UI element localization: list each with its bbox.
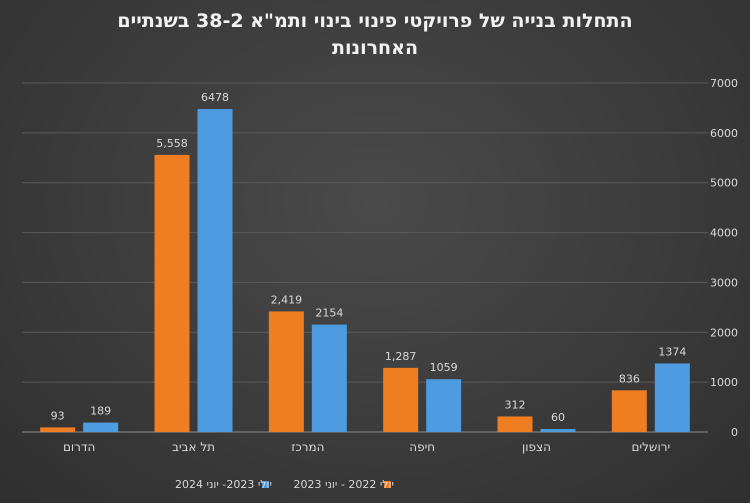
data-label: 6478 [201, 91, 229, 104]
legend-swatch [262, 481, 269, 488]
data-label: 836 [619, 372, 640, 385]
bar [83, 422, 119, 432]
y-tick-label: 1000 [710, 376, 738, 389]
bar [654, 363, 690, 432]
category-label: ירושלים [631, 440, 670, 454]
bar [311, 324, 347, 432]
data-label: 2,419 [271, 293, 303, 306]
legend-entry: יולי 2023- יוני 2024 [175, 478, 272, 491]
y-tick-label: 6000 [710, 127, 738, 140]
bar [154, 154, 190, 433]
category-label: הצפון [522, 440, 551, 454]
data-label: 189 [90, 405, 111, 418]
y-tick-label: 4000 [710, 227, 738, 240]
data-label: 5,558 [156, 137, 188, 150]
data-label: 1,287 [385, 350, 417, 363]
legend-entry: יולי 2022 - יוני 2023 [294, 478, 394, 491]
chart-title-line-1: התחלות בנייה של פרויקטי פינוי בינוי ותמ"… [117, 10, 633, 32]
legend-swatch [384, 481, 391, 488]
data-label: 60 [551, 411, 565, 424]
bar [540, 429, 576, 432]
data-label: 93 [51, 409, 65, 422]
category-label: חיפה [409, 440, 435, 454]
category-label: תל אביב [172, 440, 215, 454]
y-tick-label: 5000 [710, 177, 738, 190]
y-tick-label: 7000 [710, 77, 738, 90]
data-label: 1059 [430, 361, 458, 374]
category-label: המרכז [291, 440, 324, 454]
y-tick-label: 2000 [710, 326, 738, 339]
chart-title-line-2: האחרונות [331, 37, 418, 59]
bar [497, 416, 533, 432]
data-label: 312 [505, 398, 526, 411]
data-label: 1374 [658, 345, 686, 358]
y-tick-label: 3000 [710, 276, 738, 289]
bar [611, 390, 647, 432]
bar [426, 379, 462, 432]
category-label: הדרום [63, 440, 95, 454]
bar [197, 109, 233, 433]
bar [383, 367, 419, 432]
bar [268, 311, 304, 432]
y-tick-label: 0 [731, 426, 738, 439]
chart-title: התחלות בנייה של פרויקטי פינוי בינוי ותמ"… [0, 8, 750, 62]
bar [40, 427, 76, 432]
data-label: 2154 [315, 307, 343, 320]
